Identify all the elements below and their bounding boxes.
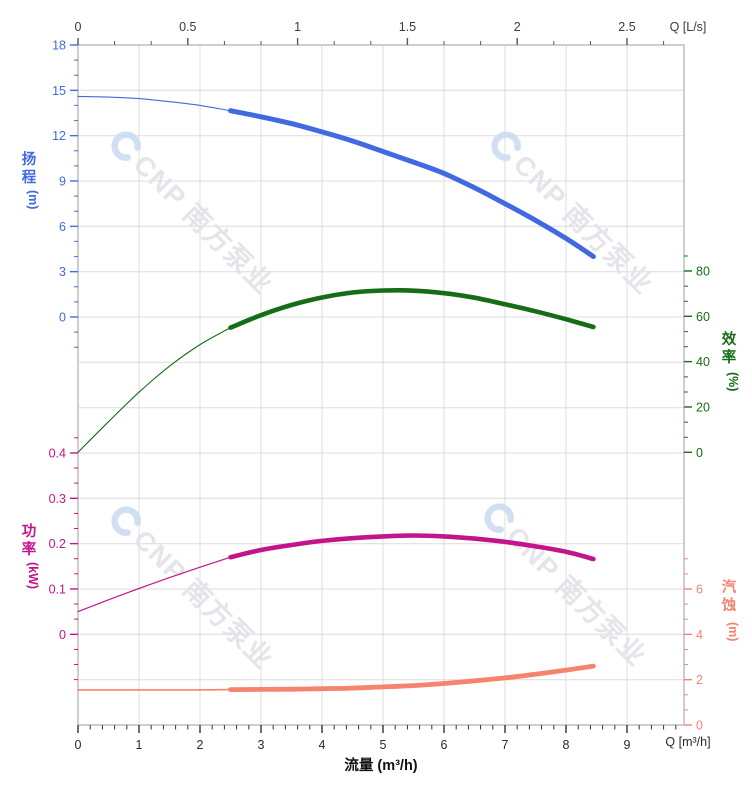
- plot-border: [77, 44, 685, 726]
- tick-label: 0.2: [49, 537, 66, 551]
- efficiency-axis-title: 效率 (%): [722, 330, 740, 391]
- axis-unit-label: (%): [726, 372, 740, 391]
- bottom-axis: 0 1 2 3 4 5 6 7 8 9: [75, 725, 677, 752]
- efficiency-curve-bold: [228, 287, 596, 330]
- npsh-axis: 6 4 2 0: [684, 558, 703, 733]
- tick-label: 3: [59, 265, 66, 279]
- tick-label: 80: [696, 264, 710, 278]
- top-axis: 0 0.5 1 1.5 2 2.5: [75, 20, 665, 45]
- tick-label: 0.1: [49, 582, 66, 596]
- bottom-axis-ticks: [77, 725, 628, 733]
- power-axis: 0.4 0.3 0.2 0.1 0: [49, 437, 78, 681]
- tick-label: 2: [514, 20, 521, 34]
- npsh-axis-title: 汽蚀 (m): [721, 578, 740, 641]
- power-curve-thin: [77, 556, 232, 613]
- head-axis-title: 扬程 (m): [22, 150, 40, 209]
- cnp-watermark: CNP 南方泵业: [111, 131, 280, 300]
- tick-label: 0: [75, 738, 82, 752]
- tick-label: 15: [52, 84, 66, 98]
- tick-label: 18: [52, 39, 66, 53]
- tick-label: 3: [258, 738, 265, 752]
- tick-label: 4: [696, 628, 703, 642]
- axis-title-char: 效: [722, 330, 737, 348]
- tick-label: 0: [59, 311, 66, 325]
- cnp-logo-icon: [491, 131, 521, 161]
- tick-label: 0.4: [49, 446, 66, 460]
- axis-unit-label: (m): [26, 190, 40, 209]
- axis-title-char: 率: [22, 540, 37, 558]
- axis-unit-label: (kW): [26, 562, 40, 589]
- tick-label: 60: [696, 310, 710, 324]
- cnp-logo-icon: [111, 506, 141, 536]
- axis-title-char: 蚀: [721, 596, 737, 614]
- watermark-text: CNP 南方泵业: [128, 148, 280, 300]
- tick-label: 9: [624, 738, 631, 752]
- tick-label: 1: [294, 20, 301, 34]
- tick-label: 1.5: [399, 20, 416, 34]
- efficiency-axis: 80 60 40 20 0: [684, 255, 710, 460]
- tick-label: 40: [696, 355, 710, 369]
- head-axis: 18 15 12 9 6 3 0: [52, 39, 78, 348]
- tick-label: 2: [197, 738, 204, 752]
- cnp-logo-icon: [111, 131, 141, 161]
- tick-label: 6: [59, 220, 66, 234]
- cnp-logo-icon: [484, 503, 514, 533]
- npsh-curve-bold: [228, 663, 596, 692]
- grid: [78, 45, 684, 725]
- tick-label: 0.5: [179, 20, 196, 34]
- power-curve-bold: [228, 533, 596, 562]
- tick-label: 1: [136, 738, 143, 752]
- tick-label: 5: [380, 738, 387, 752]
- tick-label: 0: [696, 719, 703, 733]
- tick-label: 0.3: [49, 492, 66, 506]
- axis-title-char: 率: [722, 348, 737, 366]
- flow-axis-title: 流量 (m³/h): [344, 756, 417, 774]
- tick-label: 0: [75, 20, 82, 34]
- tick-label: 7: [502, 738, 509, 752]
- tick-label: 2: [696, 673, 703, 687]
- watermark-text: CNP 南方泵业: [128, 523, 280, 675]
- axis-title-char: 扬: [22, 150, 37, 168]
- tick-label: 2.5: [618, 20, 635, 34]
- cnp-watermark: CNP 南方泵业: [491, 131, 660, 300]
- power-axis-title: 功率 (kW): [22, 523, 40, 589]
- efficiency-curve-thin: [77, 327, 232, 453]
- head-curve-bold: [228, 108, 596, 260]
- top-axis-unit-label: Q [L/s]: [670, 20, 707, 34]
- head-curve-thin: [77, 95, 232, 112]
- tick-label: 4: [319, 738, 326, 752]
- axis-title-char: 汽: [722, 578, 737, 596]
- tick-label: 20: [696, 400, 710, 414]
- tick-label: 0: [59, 628, 66, 642]
- tick-label: 6: [441, 738, 448, 752]
- tick-label: 8: [563, 738, 570, 752]
- watermark-text: CNP 南方泵业: [508, 148, 660, 300]
- axis-title-char: 功: [22, 523, 37, 540]
- tick-label: 6: [696, 582, 703, 596]
- bottom-axis-unit-label: Q [m³/h]: [665, 735, 710, 749]
- axis-unit-label: (m): [726, 622, 740, 641]
- top-axis-ticks: [77, 38, 628, 45]
- axis-title-char: 程: [22, 169, 37, 186]
- tick-label: 9: [59, 175, 66, 189]
- tick-label: 12: [52, 129, 66, 143]
- tick-label: 0: [696, 446, 703, 460]
